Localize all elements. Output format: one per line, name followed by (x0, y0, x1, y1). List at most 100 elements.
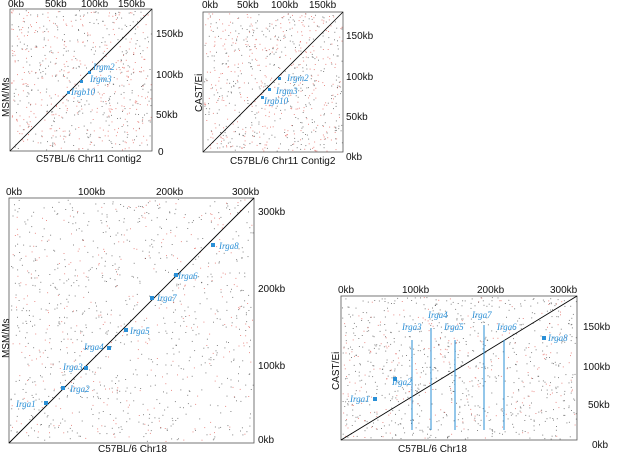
texture-dot (301, 127, 303, 129)
texture-dot (218, 98, 220, 100)
texture-dot (58, 425, 60, 426)
texture-dot (311, 119, 313, 121)
texture-dot (66, 109, 68, 111)
texture-dot (484, 381, 486, 383)
texture-dot (166, 307, 168, 309)
texture-dot (528, 347, 530, 348)
gene-label: Irga3 (62, 362, 83, 372)
texture-dot (448, 340, 450, 342)
texture-dot (236, 79, 238, 81)
texture-dot (30, 14, 32, 16)
texture-dot (486, 305, 488, 307)
texture-dot (228, 35, 230, 36)
texture-dot (257, 64, 259, 66)
texture-dot (236, 260, 238, 262)
texture-dot (401, 301, 403, 302)
texture-dot (274, 36, 276, 38)
texture-dot (44, 119, 46, 121)
texture-dot (33, 113, 35, 115)
texture-dot (329, 16, 330, 17)
texture-dot (159, 299, 161, 301)
texture-dot (149, 69, 151, 70)
texture-dot (88, 279, 90, 281)
texture-dot (37, 431, 39, 433)
texture-dot (446, 300, 448, 302)
texture-dot (27, 84, 29, 86)
texture-dot (312, 147, 314, 149)
texture-dot (361, 379, 363, 381)
texture-dot (310, 51, 312, 53)
texture-dot (235, 42, 237, 44)
texture-dot (551, 326, 553, 328)
texture-dot (289, 22, 291, 24)
texture-dot (130, 228, 131, 230)
texture-dot (230, 252, 232, 254)
texture-dot (250, 306, 252, 308)
texture-dot (26, 48, 28, 50)
texture-dot (15, 294, 17, 296)
texture-dot (277, 19, 279, 21)
texture-dot (12, 215, 14, 217)
texture-dot (122, 63, 124, 65)
texture-dot (148, 251, 150, 253)
texture-dot (209, 145, 211, 147)
texture-dot (511, 403, 512, 405)
texture-dot (481, 341, 483, 343)
texture-dot (220, 143, 222, 145)
texture-dot (255, 58, 256, 60)
texture-dot (140, 206, 142, 207)
texture-dot (126, 136, 128, 138)
texture-dot (216, 101, 218, 103)
texture-dot (519, 406, 521, 408)
texture-dot (410, 377, 412, 379)
texture-dot (486, 339, 488, 341)
texture-dot (51, 111, 52, 113)
texture-dot (328, 37, 330, 39)
texture-dot (54, 142, 56, 144)
texture-dot (43, 228, 45, 230)
texture-dot (331, 95, 333, 96)
texture-dot (210, 23, 212, 25)
texture-dot (275, 20, 277, 22)
texture-dot (103, 50, 105, 52)
texture-dot (164, 322, 166, 324)
texture-dot (203, 288, 205, 289)
texture-dot (179, 283, 181, 285)
texture-dot (351, 351, 353, 353)
texture-dot (214, 44, 216, 46)
texture-dot (561, 342, 563, 344)
texture-dot (330, 62, 332, 64)
texture-dot (248, 310, 250, 311)
texture-dot (60, 303, 62, 305)
texture-dot (385, 337, 387, 339)
texture-dot (334, 96, 336, 98)
texture-dot (450, 389, 452, 391)
texture-dot (550, 303, 552, 305)
texture-dot (513, 351, 515, 353)
texture-dot (77, 250, 79, 252)
texture-dot (185, 413, 187, 415)
texture-dot (300, 139, 301, 141)
texture-dot (403, 309, 405, 311)
texture-dot (395, 353, 397, 355)
texture-dot (435, 388, 437, 390)
texture-dot (118, 67, 120, 68)
texture-dot (73, 310, 74, 312)
texture-dot (406, 355, 407, 356)
texture-dot (187, 394, 189, 396)
texture-dot (194, 311, 196, 313)
texture-dot (134, 11, 136, 12)
texture-dot (126, 113, 128, 115)
texture-dot (238, 309, 240, 311)
texture-dot (18, 408, 20, 410)
texture-dot (71, 59, 73, 61)
texture-dot (531, 390, 533, 392)
texture-dot (41, 136, 43, 138)
texture-dot (498, 306, 500, 308)
texture-dot (464, 323, 466, 325)
texture-dot (106, 48, 108, 49)
texture-dot (28, 71, 30, 73)
texture-dot (218, 427, 220, 429)
texture-dot (554, 361, 556, 363)
texture-dot (385, 345, 387, 347)
